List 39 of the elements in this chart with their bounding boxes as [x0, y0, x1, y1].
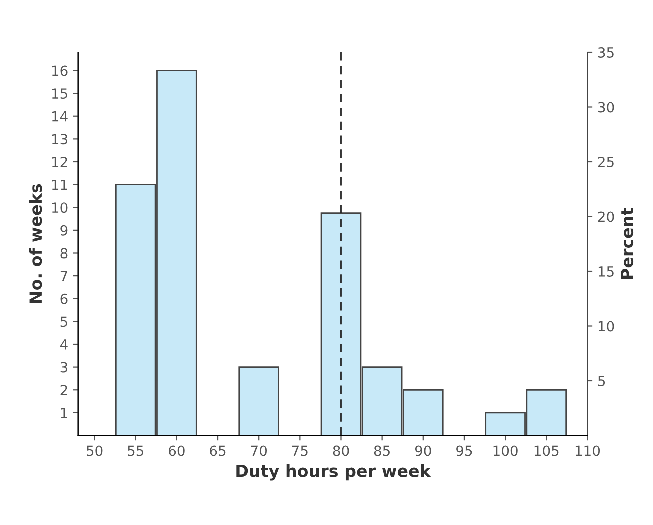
- y-tick-label: 9: [60, 225, 68, 236]
- x-tick-label: 95: [456, 446, 472, 456]
- y-tick-label: 5: [60, 316, 68, 328]
- x-tick-label: 55: [128, 446, 144, 456]
- x-tick-label: 70: [251, 446, 268, 456]
- y-tick-label: 4: [60, 340, 68, 350]
- x-tick-label: 80: [333, 446, 350, 456]
- y-tick-label: 13: [52, 134, 68, 145]
- x-tick-label: 65: [210, 446, 226, 456]
- y-tick-label: 14: [52, 112, 68, 122]
- y-tick-label: 16: [52, 66, 68, 76]
- y-axis-title: No. of weeks: [29, 184, 42, 304]
- y-tick-label: 2: [60, 385, 68, 396]
- y2-tick-label: 15: [598, 266, 614, 277]
- x-tick-label: 60: [169, 446, 185, 456]
- y2-tick-label: 10: [598, 321, 614, 332]
- y-tick-label: 1: [61, 408, 68, 418]
- y-tick-label: 15: [52, 88, 68, 100]
- x-tick-label: 100: [494, 446, 518, 456]
- y2-tick-label: 5: [598, 376, 606, 386]
- y-tick-label: 3: [60, 362, 68, 373]
- y-tick-label: 6: [60, 294, 68, 304]
- x-tick-label: 110: [576, 446, 600, 456]
- y2-axis-title: Percent: [621, 208, 634, 279]
- x-axis-title: Duty hours per week: [236, 464, 432, 481]
- y-tick-label: 11: [52, 180, 68, 190]
- y-tick-label: 10: [52, 202, 68, 214]
- x-tick-label: 50: [87, 446, 103, 456]
- x-tick-label: 85: [374, 446, 390, 456]
- y-tick-label: 7: [60, 271, 68, 282]
- y-tick-label: 12: [52, 156, 68, 168]
- y2-tick-label: 35: [598, 47, 614, 58]
- x-tick-label: 105: [534, 446, 559, 456]
- y-tick-label: 8: [60, 248, 68, 259]
- y2-tick-label: 30: [598, 102, 614, 113]
- y2-tick-label: 25: [598, 156, 614, 168]
- x-tick-label: 90: [415, 446, 432, 456]
- x-tick-label: 75: [292, 446, 308, 456]
- y2-tick-label: 20: [598, 212, 614, 222]
